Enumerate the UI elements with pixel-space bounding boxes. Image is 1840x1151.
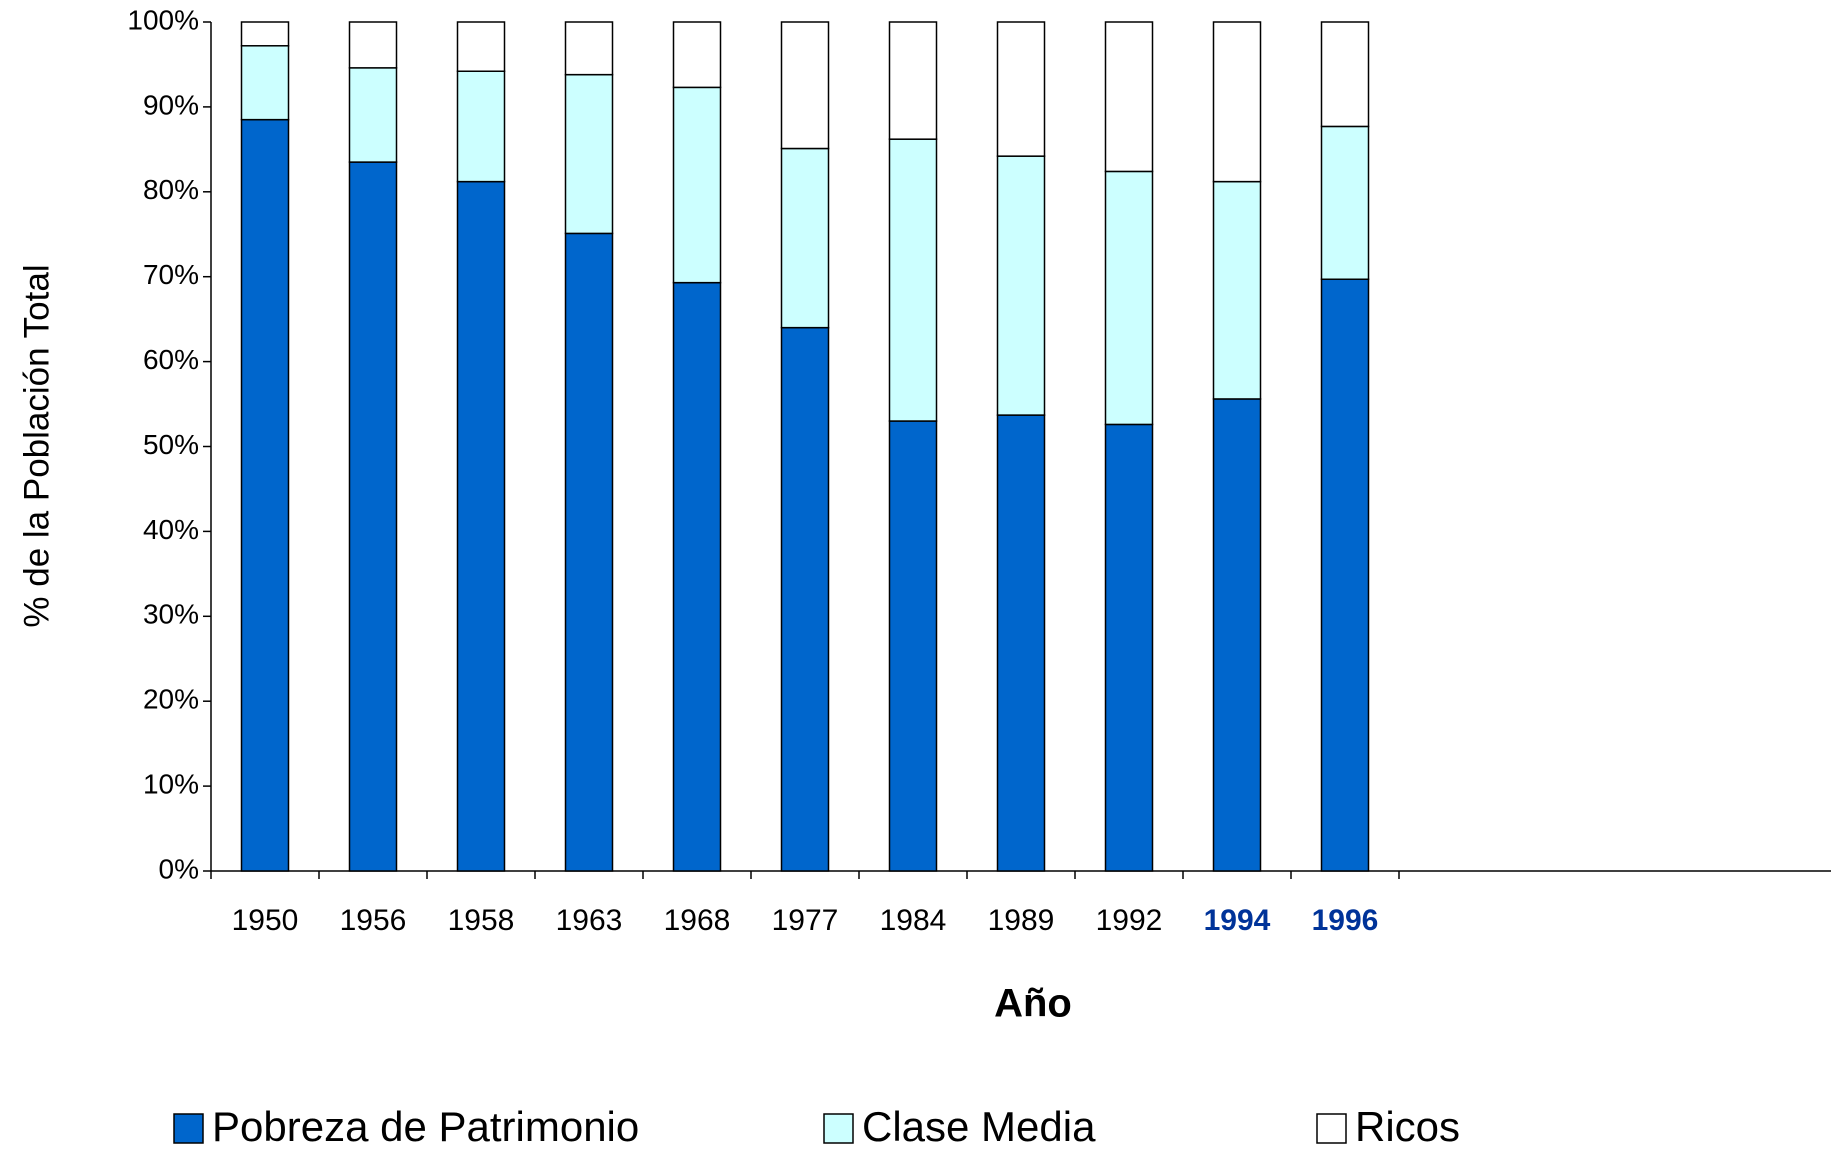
x-tick-label: 1956 bbox=[340, 904, 407, 937]
y-tick-label: 90% bbox=[143, 89, 199, 120]
bar-segment bbox=[240, 45, 290, 121]
x-tick-label: 1968 bbox=[664, 904, 731, 937]
x-axis-title: Año bbox=[994, 982, 1072, 1026]
y-axis-title: % de la Población Total bbox=[17, 264, 56, 627]
bar-segment bbox=[780, 326, 830, 872]
bar-segment bbox=[672, 21, 722, 89]
x-tick-label: 1977 bbox=[772, 904, 839, 937]
x-tick-label: 1958 bbox=[448, 904, 515, 937]
bar-segment bbox=[888, 138, 938, 422]
x-tick-label: 1989 bbox=[988, 904, 1055, 937]
y-tick-label: 30% bbox=[143, 599, 199, 630]
y-tick-label: 100% bbox=[127, 4, 199, 35]
bar-segment bbox=[564, 21, 614, 76]
bar-segment bbox=[780, 21, 830, 150]
legend-label: Clase Media bbox=[862, 1103, 1096, 1150]
x-tick-label: 1963 bbox=[556, 904, 623, 937]
y-tick-label: 80% bbox=[143, 174, 199, 205]
bar-segment bbox=[1320, 125, 1370, 280]
bar-segment bbox=[1212, 180, 1262, 400]
bar-segment bbox=[456, 21, 506, 72]
bar-segment bbox=[564, 232, 614, 872]
bar-segment bbox=[996, 414, 1046, 872]
bar-segment bbox=[1320, 278, 1370, 872]
y-tick-label: 20% bbox=[143, 684, 199, 715]
bar-segment bbox=[1212, 398, 1262, 872]
bar-segment bbox=[1212, 21, 1262, 183]
x-tick-label: 1950 bbox=[232, 904, 299, 937]
bar-segment bbox=[672, 281, 722, 872]
bar-segment bbox=[348, 21, 398, 69]
bar-segment bbox=[672, 86, 722, 284]
bar-segment bbox=[1104, 21, 1154, 173]
legend-label: Pobreza de Patrimonio bbox=[212, 1103, 639, 1150]
x-tick-label: 1984 bbox=[880, 904, 947, 937]
x-tick-label: 1994 bbox=[1204, 904, 1271, 937]
x-tick-label: 1992 bbox=[1096, 904, 1163, 937]
bar-segment bbox=[888, 21, 938, 140]
legend-swatch bbox=[1316, 1113, 1347, 1144]
bar-segment bbox=[996, 155, 1046, 416]
y-tick-label: 70% bbox=[143, 259, 199, 290]
bar-segment bbox=[456, 180, 506, 872]
bar-segment bbox=[1320, 21, 1370, 128]
y-tick-label: 60% bbox=[143, 344, 199, 375]
y-tick-label: 40% bbox=[143, 514, 199, 545]
legend-label: Ricos bbox=[1355, 1103, 1460, 1150]
legend-swatch bbox=[173, 1113, 204, 1144]
bar-segment bbox=[780, 147, 830, 329]
bar-segment bbox=[240, 118, 290, 872]
legend-swatch bbox=[823, 1113, 854, 1144]
bar-segment bbox=[564, 73, 614, 235]
bar-segment bbox=[348, 67, 398, 163]
bar-segment bbox=[1104, 423, 1154, 872]
bar-segment bbox=[240, 21, 290, 47]
bar-segment bbox=[888, 420, 938, 872]
bar-segment bbox=[348, 161, 398, 872]
y-tick-label: 0% bbox=[159, 853, 199, 884]
y-tick-label: 10% bbox=[143, 768, 199, 799]
bar-segment bbox=[1104, 170, 1154, 426]
bar-segment bbox=[996, 21, 1046, 157]
x-tick-label: 1996 bbox=[1312, 904, 1379, 937]
y-tick-label: 50% bbox=[143, 429, 199, 460]
bar-segment bbox=[456, 70, 506, 183]
